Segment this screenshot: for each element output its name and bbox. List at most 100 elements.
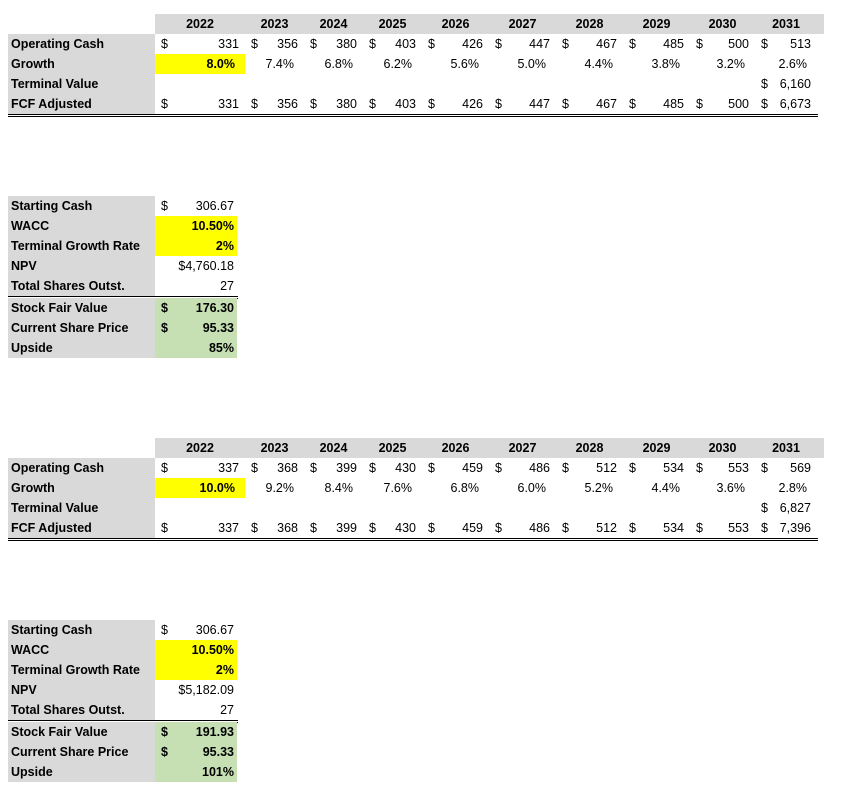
value-cell[interactable]: 368 xyxy=(277,461,298,475)
current-share-price[interactable]: 95.33 xyxy=(155,742,237,762)
stock-fair-value[interactable]: 191.93 xyxy=(155,722,237,742)
year-header-2029[interactable]: 2029 xyxy=(642,441,671,455)
growth-cell[interactable]: 3.6% xyxy=(716,481,746,495)
value-cell[interactable]: 403 xyxy=(395,97,416,111)
wacc-input[interactable]: 10.50% xyxy=(155,640,237,660)
value-cell[interactable]: 331 xyxy=(218,37,239,51)
growth-cell[interactable]: 4.4% xyxy=(584,57,614,71)
currency-symbol[interactable]: $ xyxy=(696,521,703,535)
year-header-2025[interactable]: 2025 xyxy=(378,17,407,31)
growth-cell[interactable]: 7.6% xyxy=(383,481,413,495)
currency-symbol[interactable]: $ xyxy=(495,521,502,535)
starting-cash-value[interactable]: 306.67 xyxy=(195,623,234,637)
currency-symbol[interactable]: $ xyxy=(369,461,376,475)
currency-symbol[interactable]: $ xyxy=(696,97,703,111)
currency-symbol[interactable]: $ xyxy=(369,97,376,111)
stock-fair-value[interactable]: 176.30 xyxy=(155,298,237,318)
value-cell[interactable]: 512 xyxy=(596,461,617,475)
year-header-2022[interactable]: 2022 xyxy=(186,17,214,31)
currency-symbol[interactable]: $ xyxy=(251,97,258,111)
value-cell[interactable]: 534 xyxy=(663,521,684,535)
value-cell[interactable]: 447 xyxy=(529,97,550,111)
total-shares-value[interactable]: 27 xyxy=(220,703,234,717)
currency-symbol[interactable]: $ xyxy=(495,461,502,475)
currency-symbol[interactable]: $ xyxy=(495,97,502,111)
growth-cell[interactable]: 8.0% xyxy=(206,57,236,71)
currency-symbol[interactable]: $ xyxy=(761,461,768,475)
currency-symbol[interactable]: $ xyxy=(696,461,703,475)
currency-symbol[interactable]: $ xyxy=(761,77,768,91)
currency-symbol[interactable]: $ xyxy=(428,97,435,111)
currency-symbol[interactable]: $ xyxy=(310,97,317,111)
value-cell[interactable]: 430 xyxy=(395,461,416,475)
year-header-2022[interactable]: 2022 xyxy=(186,441,214,455)
year-header-2030[interactable]: 2030 xyxy=(708,441,737,455)
currency-symbol[interactable]: $ xyxy=(761,97,768,111)
currency-symbol[interactable]: $ xyxy=(629,37,636,51)
value-cell[interactable]: 459 xyxy=(462,461,483,475)
terminal-value-cell[interactable]: 6,160 xyxy=(779,77,811,91)
year-header-2031[interactable]: 2031 xyxy=(772,17,800,31)
year-header-2023[interactable]: 2023 xyxy=(260,17,289,31)
currency-symbol[interactable]: $ xyxy=(428,37,435,51)
growth-cell[interactable]: 6.2% xyxy=(383,57,413,71)
currency-symbol[interactable]: $ xyxy=(562,97,569,111)
year-header-2026[interactable]: 2026 xyxy=(441,17,470,31)
currency-symbol[interactable]: $ xyxy=(161,97,168,111)
growth-cell[interactable]: 8.4% xyxy=(324,481,354,495)
value-cell[interactable]: 399 xyxy=(336,461,357,475)
current-share-price[interactable]: 95.33 xyxy=(155,318,237,338)
currency-symbol[interactable]: $ xyxy=(428,461,435,475)
value-cell[interactable]: 486 xyxy=(529,461,550,475)
currency-symbol[interactable]: $ xyxy=(495,37,502,51)
year-header-2031[interactable]: 2031 xyxy=(772,441,800,455)
value-cell[interactable]: 500 xyxy=(728,37,749,51)
value-cell[interactable]: 426 xyxy=(462,97,483,111)
value-cell[interactable]: 380 xyxy=(336,37,357,51)
value-cell[interactable]: 356 xyxy=(277,37,298,51)
value-cell[interactable]: 403 xyxy=(395,37,416,51)
year-header-2024[interactable]: 2024 xyxy=(319,17,348,31)
value-cell[interactable]: 513 xyxy=(790,37,811,51)
currency-symbol[interactable]: $ xyxy=(761,501,768,515)
currency-symbol[interactable]: $ xyxy=(369,521,376,535)
currency-symbol[interactable]: $ xyxy=(761,37,768,51)
growth-cell[interactable]: 5.2% xyxy=(584,481,614,495)
terminal-growth-input[interactable]: 2% xyxy=(155,660,237,680)
value-cell[interactable]: 569 xyxy=(790,461,811,475)
value-cell[interactable]: 6,673 xyxy=(779,97,811,111)
value-cell[interactable]: 486 xyxy=(529,521,550,535)
terminal-growth-input[interactable]: 2% xyxy=(155,236,237,256)
growth-cell[interactable]: 5.0% xyxy=(517,57,547,71)
growth-cell[interactable]: 6.8% xyxy=(450,481,480,495)
value-cell[interactable]: 426 xyxy=(462,37,483,51)
year-header-2028[interactable]: 2028 xyxy=(575,441,604,455)
upside-value[interactable]: 85% xyxy=(155,338,237,358)
growth-cell[interactable]: 10.0% xyxy=(199,481,235,495)
value-cell[interactable]: 534 xyxy=(663,461,684,475)
growth-cell[interactable]: 6.0% xyxy=(517,481,547,495)
currency-symbol[interactable]: $ xyxy=(310,37,317,51)
npv-value[interactable]: $5,182.09 xyxy=(178,683,234,697)
currency-symbol[interactable]: $ xyxy=(629,521,636,535)
currency-symbol[interactable]: $ xyxy=(161,461,168,475)
currency-symbol[interactable]: $ xyxy=(629,97,636,111)
value-cell[interactable]: 459 xyxy=(462,521,483,535)
value-cell[interactable]: 430 xyxy=(395,521,416,535)
wacc-input[interactable]: 10.50% xyxy=(155,216,237,236)
value-cell[interactable]: 447 xyxy=(529,37,550,51)
growth-cell[interactable]: 2.6% xyxy=(778,57,808,71)
npv-value[interactable]: $4,760.18 xyxy=(178,259,234,273)
growth-cell[interactable]: 4.4% xyxy=(651,481,681,495)
value-cell[interactable]: 380 xyxy=(336,97,357,111)
currency-symbol[interactable]: $ xyxy=(251,521,258,535)
year-header-2028[interactable]: 2028 xyxy=(575,17,604,31)
value-cell[interactable]: 512 xyxy=(596,521,617,535)
terminal-value-cell[interactable]: 6,827 xyxy=(779,501,811,515)
value-cell[interactable]: 553 xyxy=(728,521,749,535)
currency-symbol[interactable]: $ xyxy=(562,461,569,475)
growth-cell[interactable]: 3.8% xyxy=(651,57,681,71)
value-cell[interactable]: 337 xyxy=(218,461,239,475)
growth-cell[interactable]: 7.4% xyxy=(265,57,295,71)
year-header-2026[interactable]: 2026 xyxy=(441,441,470,455)
